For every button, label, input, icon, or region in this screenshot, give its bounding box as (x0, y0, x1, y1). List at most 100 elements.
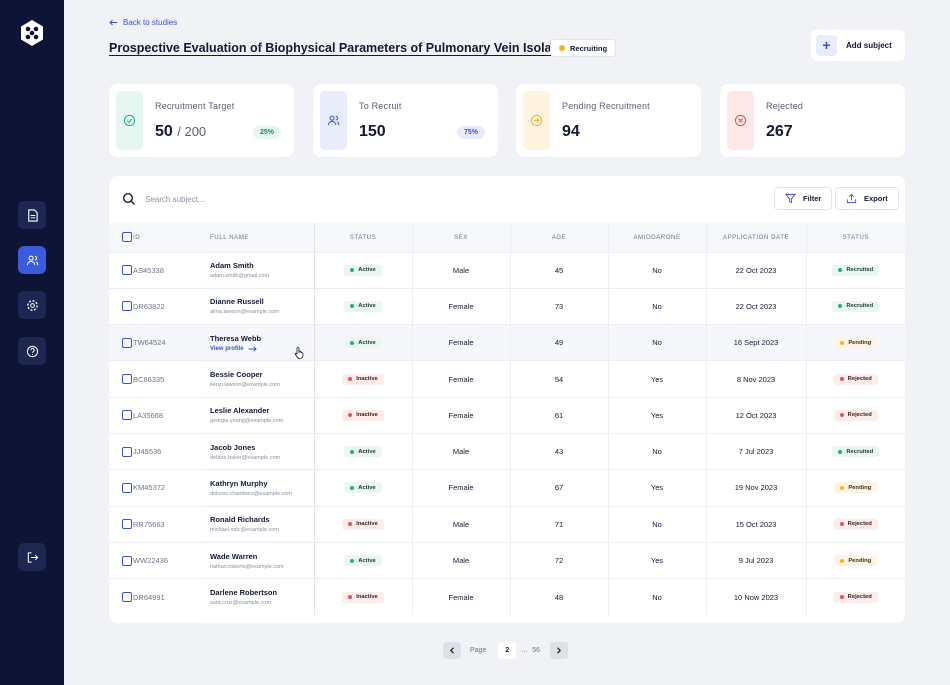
row-checkbox[interactable] (122, 265, 132, 276)
back-to-studies-link[interactable]: Back to studies (109, 18, 177, 27)
row-select-cell (109, 470, 133, 506)
plus-icon: + (816, 35, 837, 56)
row-checkbox[interactable] (122, 592, 132, 603)
age-cell: 67 (510, 469, 609, 507)
table-row[interactable]: RR75663 Ronald Richards michael.mitc@examp… (109, 506, 905, 543)
table-row[interactable]: JJ45536 Jacob Jones debbie.baker@example.c… (109, 433, 905, 470)
table-row[interactable]: KM45372 Kathryn Murphy dolores.chambers@ex… (109, 469, 905, 507)
previous-page-button[interactable] (443, 642, 461, 659)
subject-name[interactable]: Jacob Jones (210, 442, 256, 452)
nav-subjects[interactable] (18, 246, 46, 274)
amiodarone-cell: Yes (608, 542, 707, 579)
recruitment-status-badge: Pending (834, 337, 878, 349)
export-button[interactable]: Export (835, 187, 899, 210)
activity-status-badge: Inactive (342, 409, 384, 421)
row-checkbox[interactable] (122, 410, 132, 421)
pagination: Page 2 ... 56 (443, 642, 568, 659)
last-page-link[interactable]: 56 (532, 647, 540, 654)
subject-name[interactable]: Dianne Russell (210, 297, 264, 307)
nav-logout[interactable] (18, 543, 46, 571)
subject-name[interactable]: Kathryn Murphy (210, 478, 268, 488)
table-row[interactable]: LA35668 Leslie Alexander georgia.young@exa… (109, 397, 905, 434)
column-header-amiodarone[interactable]: AMIODARONE (608, 223, 707, 252)
subject-id: KM45372 (133, 483, 166, 493)
view-profile-label: View profile (210, 345, 244, 352)
recruitment-status-label: Rejected (847, 521, 872, 528)
table-row[interactable]: DR64991 Darlene Robertson sara.cruz@exampl… (109, 578, 905, 615)
subject-name[interactable]: Leslie Alexander (210, 406, 270, 416)
activity-status-cell: Inactive (314, 506, 413, 543)
table-row[interactable]: BC86335 Bessie Cooper kenzi.lawson@example… (109, 360, 905, 398)
status-dot-icon (839, 413, 844, 418)
row-checkbox[interactable] (122, 337, 132, 348)
search-input[interactable] (145, 190, 445, 208)
column-header-age[interactable]: AGE (510, 223, 609, 252)
filter-label: Filter (803, 194, 822, 203)
column-header-full-name[interactable]: FULL NAME (198, 223, 315, 252)
add-subject-button[interactable]: + Add subject (811, 30, 905, 61)
activity-status-badge: Active (344, 555, 382, 567)
table-row[interactable]: TW64524 Theresa Webb View profile Active Fem… (109, 324, 905, 361)
filter-button[interactable]: Filter (774, 187, 833, 210)
recruitment-status-cell: Pending (806, 470, 905, 506)
row-select-cell (109, 288, 133, 324)
recruitment-status-badge: Recruited (832, 300, 880, 312)
nav-documents[interactable] (18, 201, 46, 229)
recruitment-status-cell: Rejected (806, 397, 905, 433)
table-row[interactable]: DR63822 Dianne Russell alma.lawson@example… (109, 288, 905, 325)
subject-email: adam.smith@gmail.com (210, 273, 270, 280)
table-row[interactable]: AS45338 Adam Smith adam.smith@gmail.com Act… (109, 252, 905, 289)
application-date-cell: 22 Oct 2023 (706, 288, 807, 325)
stat-total: / 200 (177, 124, 207, 139)
recruitment-status-cell: Rejected (806, 506, 905, 542)
row-select-cell (109, 433, 133, 469)
stat-card-rejected: Rejected 267 (720, 84, 905, 157)
activity-status-cell: Inactive (314, 360, 413, 398)
row-select-cell (109, 252, 133, 288)
select-all-checkbox[interactable] (122, 232, 132, 243)
column-header-id[interactable]: ID (133, 233, 141, 241)
subject-name-cell: Dianne Russell alma.lawson@example.com (198, 288, 315, 325)
app-logo-icon[interactable] (18, 19, 46, 47)
view-profile-link[interactable]: View profile (210, 346, 257, 352)
row-select-cell (109, 397, 133, 433)
nav-help[interactable] (18, 337, 46, 365)
row-checkbox[interactable] (122, 446, 132, 457)
row-select-cell (109, 506, 133, 542)
row-checkbox[interactable] (122, 374, 132, 385)
subject-name[interactable]: Theresa Webb (210, 333, 262, 343)
subject-name[interactable]: Wade Warren (210, 551, 258, 561)
subject-name[interactable]: Darlene Robertson (210, 588, 278, 598)
row-checkbox[interactable] (122, 482, 132, 493)
stat-label: Pending Recruitment (562, 101, 650, 111)
activity-status-badge: Active (344, 482, 382, 494)
row-select-cell (109, 325, 133, 361)
arrow-right-icon (248, 346, 257, 352)
row-checkbox[interactable] (122, 301, 132, 312)
current-page[interactable]: 2 (498, 642, 517, 659)
status-dot-icon (839, 522, 844, 527)
column-header-recruitment-status[interactable]: STATUS (842, 233, 869, 241)
row-checkbox[interactable] (122, 555, 132, 566)
subject-name[interactable]: Bessie Cooper (210, 370, 263, 380)
status-dot-icon (840, 485, 845, 490)
arrow-left-icon (109, 19, 118, 26)
subject-id-cell: LA35668 (133, 397, 198, 433)
age-cell: 72 (510, 542, 609, 579)
stat-label: To Recruit (359, 101, 402, 111)
subject-name-cell: Jacob Jones debbie.baker@example.com (198, 433, 315, 470)
column-header-application-date[interactable]: APPLICATION DATE (706, 223, 807, 252)
column-header-sex[interactable]: SEX (412, 223, 511, 252)
column-header-status[interactable]: STATUS (314, 223, 413, 252)
row-checkbox[interactable] (122, 519, 132, 530)
age-cell: 73 (510, 288, 609, 325)
subject-name[interactable]: Adam Smith (210, 261, 254, 271)
sex-cell: Female (412, 469, 511, 507)
subject-name[interactable]: Ronald Richards (210, 515, 270, 525)
sex-cell: Male (412, 506, 511, 543)
nav-settings[interactable] (18, 291, 46, 319)
next-page-button[interactable] (550, 642, 568, 659)
table-row[interactable]: WW22436 Wade Warren nathan.roberts@example… (109, 542, 905, 579)
age-cell: 43 (510, 433, 609, 470)
export-label: Export (864, 194, 888, 203)
